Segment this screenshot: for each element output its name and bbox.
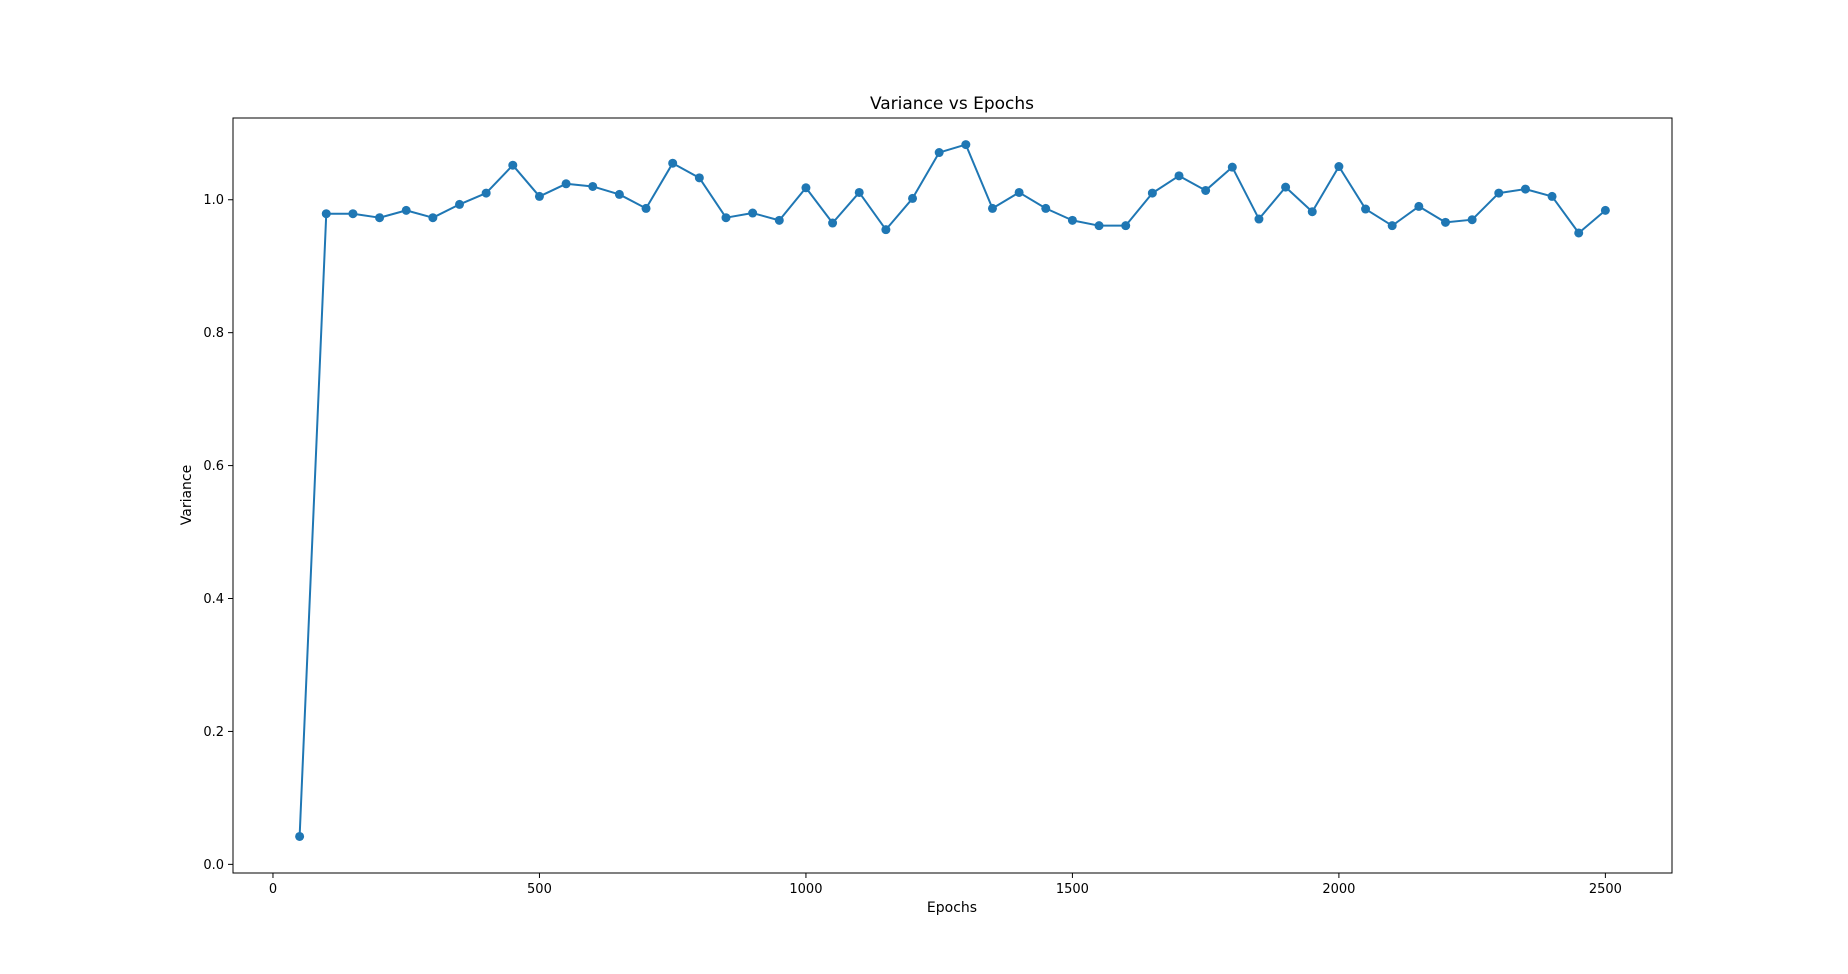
data-point [1174, 171, 1184, 181]
data-point [961, 140, 971, 150]
y-axis-ticks: 0.0 0.2 0.4 0.6 0.8 1.0 [203, 193, 233, 873]
data-point [1067, 215, 1077, 225]
data-point [1254, 214, 1264, 224]
data-point [641, 203, 651, 213]
data-point [1201, 185, 1211, 195]
series-line [298, 143, 1607, 837]
data-point [1361, 204, 1371, 214]
data-point [614, 189, 624, 199]
data-point [401, 205, 411, 215]
data-point [321, 209, 331, 219]
y-tick-label: 1.0 [203, 193, 224, 208]
data-point [561, 179, 571, 189]
data-point [295, 831, 305, 841]
data-point [1147, 188, 1157, 198]
x-tick-label: 1500 [1056, 882, 1089, 897]
data-point [934, 148, 944, 158]
x-tick-label: 2500 [1589, 882, 1622, 897]
data-point [1041, 203, 1051, 213]
y-tick-label: 0.2 [203, 725, 224, 740]
data-point [1307, 207, 1317, 217]
data-point [1094, 221, 1104, 231]
y-tick-label: 0.4 [203, 592, 224, 607]
y-axis-label: Variance [179, 465, 195, 525]
data-point [828, 218, 838, 228]
x-tick-label: 2000 [1322, 882, 1355, 897]
data-point [987, 203, 997, 213]
data-point [694, 173, 704, 183]
data-point [908, 193, 918, 203]
data-point [1014, 187, 1024, 197]
chart-title: Variance vs Epochs [870, 94, 1034, 114]
data-point [854, 187, 864, 197]
data-point [748, 208, 758, 218]
x-tick-label: 0 [269, 882, 277, 897]
data-point [1121, 221, 1131, 231]
data-point [428, 213, 438, 223]
data-point [588, 181, 598, 191]
data-point [375, 213, 385, 223]
data-point [1520, 184, 1530, 194]
axes-frame [232, 117, 1673, 874]
data-point [721, 213, 731, 223]
data-point [774, 215, 784, 225]
y-tick-label: 0.8 [203, 326, 224, 341]
x-axis-ticks: 0 500 1000 1500 2000 2500 [269, 873, 1622, 897]
data-point [1387, 221, 1397, 231]
x-axis-label: Epochs [927, 900, 977, 916]
data-point [668, 158, 678, 168]
data-point [1494, 188, 1504, 198]
data-point [508, 160, 518, 170]
data-point [481, 188, 491, 198]
data-point [348, 209, 358, 219]
data-point [534, 191, 544, 201]
data-point [1440, 217, 1450, 227]
x-tick-label: 500 [527, 882, 552, 897]
data-point [1600, 205, 1610, 215]
y-tick-label: 0.6 [203, 459, 224, 474]
data-point [1414, 201, 1424, 211]
data-point [801, 183, 811, 193]
data-point [1334, 162, 1344, 172]
plot-area [295, 140, 1610, 841]
data-point [1547, 191, 1557, 201]
x-tick-label: 1000 [789, 882, 822, 897]
y-tick-label: 0.0 [203, 858, 224, 873]
data-point [881, 225, 891, 235]
data-point [1574, 228, 1584, 238]
data-point [455, 199, 465, 209]
data-point [1227, 162, 1237, 172]
data-point [1467, 215, 1477, 225]
data-point [1281, 182, 1291, 192]
